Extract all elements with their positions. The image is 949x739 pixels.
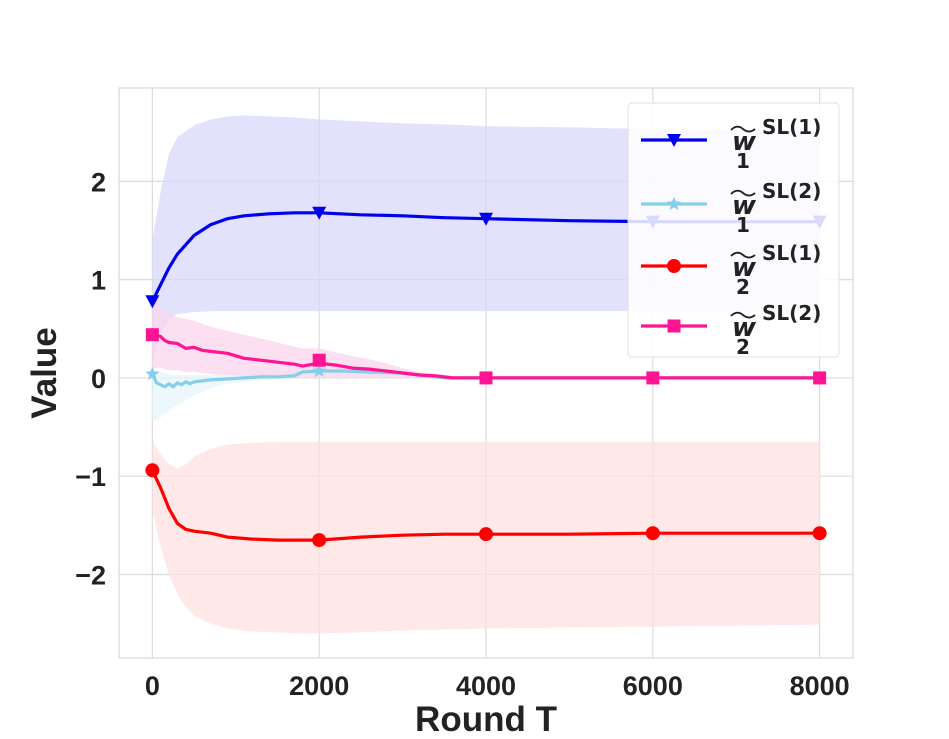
marker-series-2 xyxy=(312,363,327,378)
marker-series-4 xyxy=(312,353,326,367)
legend-entry: w2 SL(1) xyxy=(641,241,821,299)
legend-label-superscript: SL(1) xyxy=(762,115,821,139)
legend-label-superscript: SL(2) xyxy=(762,301,821,325)
marker-series-1 xyxy=(145,295,160,309)
marker-series-3 xyxy=(645,526,660,541)
legend-box xyxy=(627,102,840,358)
marker-series-3 xyxy=(145,463,160,478)
legend-label-base: w xyxy=(732,191,757,221)
line-series-1 xyxy=(150,211,822,303)
y-axis-label: Value xyxy=(25,327,64,418)
x-tick-label: 4000 xyxy=(456,671,516,701)
x-tick-label: 8000 xyxy=(790,671,850,701)
marker-series-3 xyxy=(312,533,327,548)
legend-entry: w1 SL(2) xyxy=(641,179,821,237)
y-tick-label: −1 xyxy=(75,462,106,492)
marker-series-3 xyxy=(812,526,827,541)
legend-label-subscript: 1 xyxy=(736,149,750,173)
legend-label-superscript: SL(1) xyxy=(762,241,821,265)
x-tick-label: 0 xyxy=(145,671,160,701)
y-tick-label: −2 xyxy=(75,560,106,590)
tilde-icon xyxy=(730,251,756,259)
line-series-4 xyxy=(150,333,822,380)
tick-labels: 0 2000 4000 6000 8000 −2 −1 0 1 2 xyxy=(75,167,849,701)
series-lines xyxy=(150,211,822,542)
x-axis-label: Round T xyxy=(415,700,557,739)
marker-series-4 xyxy=(479,371,493,385)
legend-label-subscript: 1 xyxy=(736,213,750,237)
legend-marker xyxy=(666,196,682,211)
marker-series-4 xyxy=(813,371,827,385)
tilde-icon xyxy=(730,125,756,133)
legend-entry: w1 SL(1) xyxy=(641,115,821,173)
x-tick-label: 6000 xyxy=(623,671,683,701)
legend-label-superscript: SL(2) xyxy=(762,179,821,203)
marker-series-1 xyxy=(312,206,327,220)
legend-label-subscript: 2 xyxy=(736,335,750,359)
y-tick-label: 1 xyxy=(91,266,106,296)
legend-entry: w2 SL(2) xyxy=(641,301,821,359)
marker-series-1 xyxy=(479,212,493,226)
legend-marker xyxy=(667,259,681,273)
marker-series-3 xyxy=(479,527,493,542)
legend-marker xyxy=(667,319,681,333)
tilde-icon xyxy=(730,311,756,319)
legend-label-subscript: 2 xyxy=(736,275,750,299)
x-tick-label: 2000 xyxy=(289,671,349,701)
y-tick-label: 0 xyxy=(91,364,106,394)
marker-series-2 xyxy=(145,366,160,381)
y-tick-label: 2 xyxy=(91,167,106,197)
legend-label-base: w xyxy=(732,253,757,283)
marker-series-4 xyxy=(646,371,660,385)
tilde-icon xyxy=(730,189,756,197)
marker-series-4 xyxy=(145,328,159,342)
legend-marker xyxy=(667,134,681,147)
legend-label-base: w xyxy=(732,127,757,157)
line-series-3 xyxy=(150,468,822,542)
legend-label-base: w xyxy=(732,313,757,343)
